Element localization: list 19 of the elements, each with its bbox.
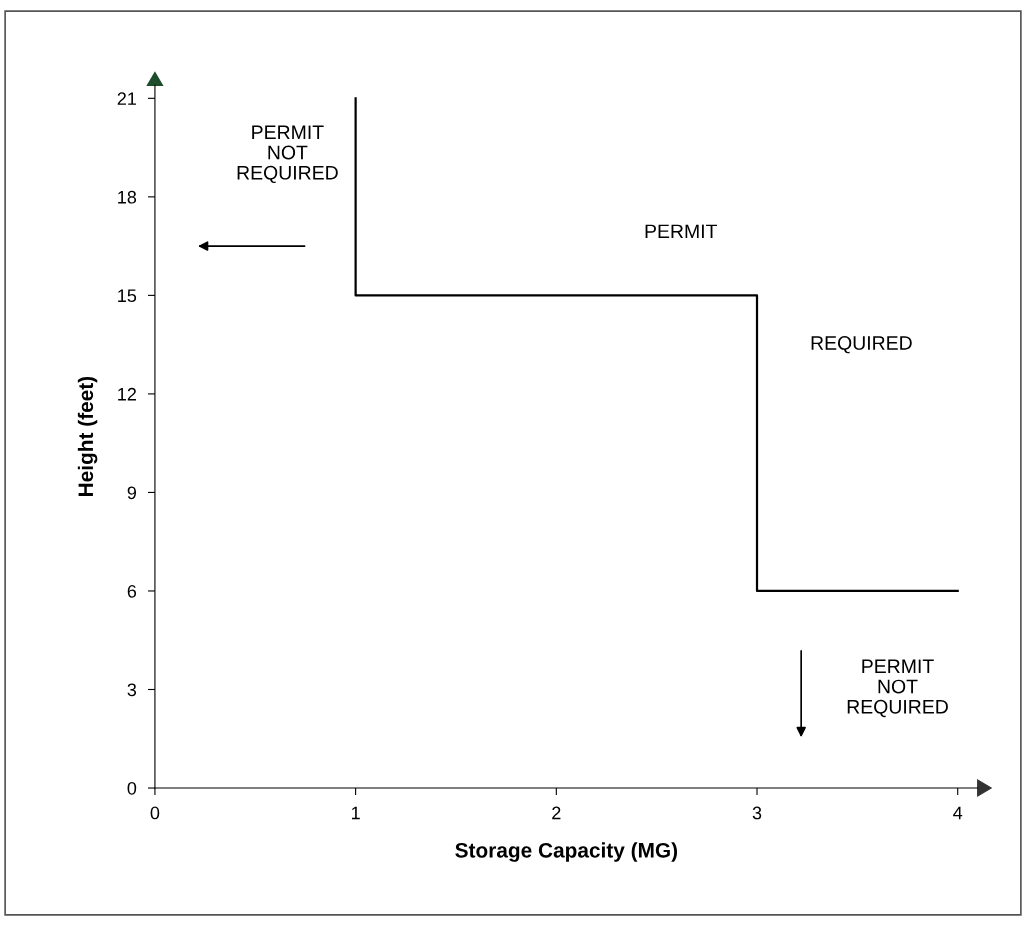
- annotation: REQUIRED: [811, 336, 912, 354]
- y-tick-label: 12: [118, 387, 136, 401]
- annotation: PERMIT: [645, 224, 718, 239]
- y-tick-label: 15: [118, 289, 137, 303]
- y-tick-label: 18: [118, 190, 137, 204]
- annotation: PERMIT NOT REQUIRED: [847, 659, 948, 718]
- x-axis-title: Storage Capacity (MG): [455, 842, 678, 862]
- x-tick-label: 2: [552, 806, 561, 820]
- x-tick-label: 3: [752, 806, 762, 820]
- y-tick-label: 3: [127, 683, 137, 697]
- y-tick-label: 6: [127, 584, 137, 598]
- y-tick-label: 9: [127, 486, 137, 500]
- y-tick-label: 21: [117, 92, 136, 105]
- annotation: PERMIT NOT REQUIRED: [237, 125, 338, 184]
- y-tick-label: 0: [127, 781, 137, 795]
- x-tick-label: 0: [150, 806, 160, 820]
- x-tick-label: 1: [351, 806, 360, 820]
- y-axis-title: Height (feet): [77, 376, 98, 496]
- x-tick-label: 4: [953, 806, 963, 820]
